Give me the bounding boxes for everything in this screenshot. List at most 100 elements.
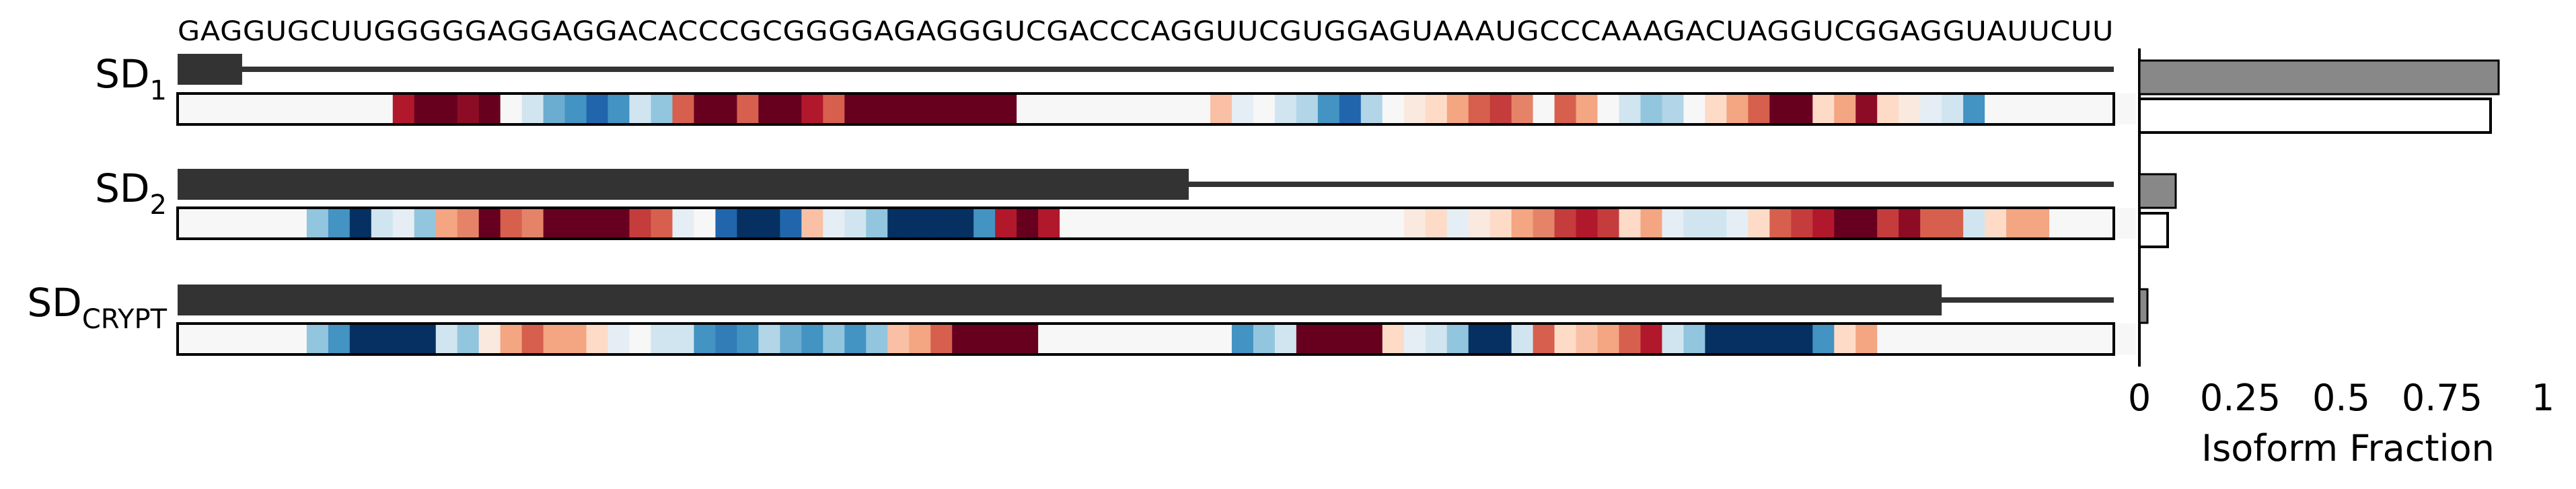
heatmap-cell	[1403, 324, 1426, 354]
heatmap-cell	[543, 93, 566, 124]
heatmap-cell	[306, 208, 329, 239]
isoform-row: SD2	[95, 165, 2136, 240]
heatmap-cell	[1662, 93, 1685, 124]
heatmap-cell	[414, 324, 437, 354]
heatmap-cell	[1533, 208, 1555, 239]
heatmap-cell	[672, 208, 695, 239]
heatmap-cell	[1382, 93, 1405, 124]
heatmap-cell	[1146, 208, 1168, 239]
heatmap-cell	[328, 324, 351, 354]
heatmap-cell	[1683, 93, 1706, 124]
heatmap-cell	[715, 208, 738, 239]
heatmap-cell	[1339, 93, 1362, 124]
heatmap-cell	[178, 208, 200, 239]
heatmap-cell	[1834, 208, 1856, 239]
heatmap-cell	[1489, 208, 1512, 239]
heatmap-cell	[715, 93, 738, 124]
heatmap-cell	[758, 93, 780, 124]
heatmap-cell	[242, 324, 264, 354]
heatmap-cell	[285, 93, 307, 124]
heatmap-cell	[1576, 324, 1598, 354]
heatmap-cell	[1769, 208, 1792, 239]
isoform-fraction-panel: 0 0.25 0.5 0.75 1 Isoform Fraction	[2128, 48, 2554, 469]
heatmap-cell	[1274, 324, 1297, 354]
heatmap-cell	[1963, 324, 1985, 354]
heatmap-cell	[1597, 93, 1620, 124]
heatmap-cell	[758, 208, 780, 239]
isoform-row: SD1	[95, 51, 2136, 126]
heatmap-cell	[737, 93, 759, 124]
heatmap-cell	[1425, 93, 1448, 124]
heatmap-cell	[1855, 208, 1878, 239]
heatmap-cell	[1877, 93, 1899, 124]
heatmap-cell	[1468, 93, 1491, 124]
heatmap-cell	[694, 208, 716, 239]
heatmap-cell	[866, 93, 888, 124]
heatmap-cell	[521, 324, 544, 354]
heatmap-cell	[1446, 324, 1469, 354]
heatmap-cell	[1726, 208, 1749, 239]
heatmap-cell	[952, 208, 974, 239]
heatmap-cell	[973, 208, 996, 239]
heatmap-cell	[1017, 93, 1039, 124]
heatmap-cell	[2092, 324, 2114, 354]
heatmap-cell	[780, 208, 802, 239]
heatmap-cell	[2114, 208, 2136, 239]
heatmap-cell	[220, 324, 243, 354]
heatmap-cell	[500, 208, 523, 239]
heatmap-cell	[1017, 324, 1039, 354]
heatmap-cell	[349, 324, 372, 354]
fraction-bar-gray	[2138, 59, 2500, 96]
heatmap-cell	[1942, 93, 1964, 124]
heatmap-cell	[1231, 93, 1254, 124]
heatmap-cell	[672, 93, 695, 124]
heatmap-frame	[176, 206, 2115, 240]
heatmap-cell	[371, 93, 394, 124]
heatmap-cell	[349, 93, 372, 124]
heatmap-cell	[1511, 93, 1534, 124]
heatmap-cell	[1339, 324, 1362, 354]
heatmap-cell	[1533, 324, 1555, 354]
heatmap-cell	[1489, 93, 1512, 124]
heatmap-cell	[694, 93, 716, 124]
heatmap-cell	[478, 324, 501, 354]
heatmap-cell	[1554, 324, 1577, 354]
heatmap-cell	[1296, 93, 1319, 124]
heatmap-cell	[737, 324, 759, 354]
row-label: SD1	[95, 51, 167, 106]
heatmap-cell	[1081, 93, 1103, 124]
fraction-bar-gray	[2138, 173, 2177, 209]
heatmap-cell	[651, 324, 673, 354]
heatmap-cell	[1683, 324, 1706, 354]
heatmap-cell	[909, 93, 931, 124]
heatmap-cell	[1834, 324, 1856, 354]
heatmap-cell	[1425, 208, 1448, 239]
heatmap-cell	[392, 93, 415, 124]
heatmap-cell	[263, 324, 286, 354]
heatmap-cell	[1855, 93, 1878, 124]
heatmap-cell	[608, 324, 630, 354]
heatmap-cell	[1791, 93, 1813, 124]
heatmap-cell	[435, 208, 458, 239]
heatmap-cell	[1640, 93, 1663, 124]
heatmap-cell	[1640, 208, 1663, 239]
heatmap-cell	[887, 208, 910, 239]
heatmap-cell	[801, 324, 823, 354]
heatmap-cell	[2071, 93, 2093, 124]
x-tick-label: 1	[2532, 377, 2554, 419]
heatmap-cell	[328, 93, 351, 124]
heatmap-cell	[801, 208, 823, 239]
heatmap-cell	[952, 324, 974, 354]
heatmap-cell	[543, 324, 566, 354]
heatmap-cell	[306, 324, 329, 354]
heatmap-cell	[328, 208, 351, 239]
heatmap-cell	[930, 208, 953, 239]
x-tick-label: 0	[2128, 377, 2151, 419]
heatmap-cell	[1812, 324, 1835, 354]
heatmap-cell	[1683, 208, 1706, 239]
heatmap-cell	[1146, 324, 1168, 354]
heatmap-cell	[887, 93, 910, 124]
heatmap-cell	[1705, 208, 1727, 239]
heatmap-cell	[651, 208, 673, 239]
heatmap-cell	[2114, 93, 2136, 124]
